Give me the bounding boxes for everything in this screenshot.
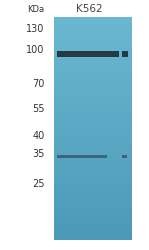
Text: K562: K562 — [76, 4, 103, 14]
Text: 100: 100 — [26, 45, 45, 55]
Text: KDa: KDa — [28, 6, 45, 15]
Bar — [122, 154, 127, 158]
Bar — [57, 50, 119, 57]
Text: 130: 130 — [26, 24, 45, 34]
Bar — [122, 50, 128, 57]
Text: 25: 25 — [32, 179, 45, 189]
Bar — [57, 154, 107, 158]
Text: 55: 55 — [32, 104, 45, 114]
Text: 40: 40 — [32, 131, 45, 141]
Text: 70: 70 — [32, 79, 45, 89]
Text: 35: 35 — [32, 149, 45, 159]
